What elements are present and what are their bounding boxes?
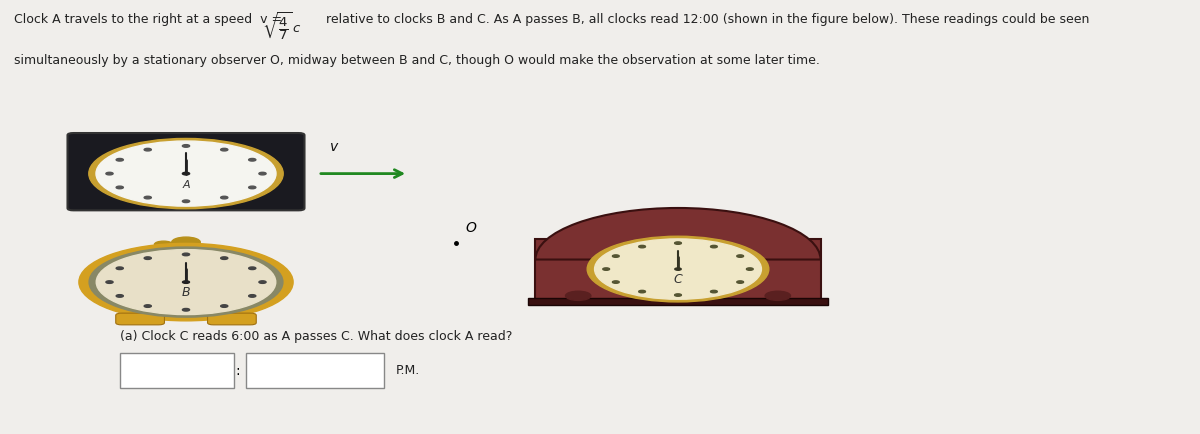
Bar bbox=[528, 299, 828, 306]
Circle shape bbox=[221, 257, 228, 260]
Circle shape bbox=[89, 138, 283, 209]
Circle shape bbox=[766, 291, 791, 300]
Text: (a) Clock C reads 6:00 as A passes C. What does clock A read?: (a) Clock C reads 6:00 as A passes C. Wh… bbox=[120, 330, 512, 343]
Circle shape bbox=[221, 196, 228, 199]
Circle shape bbox=[248, 267, 256, 270]
Circle shape bbox=[674, 294, 682, 296]
Circle shape bbox=[182, 200, 190, 203]
Circle shape bbox=[710, 245, 718, 248]
Circle shape bbox=[96, 141, 276, 206]
Text: Clock A travels to the right at a speed  v =: Clock A travels to the right at a speed … bbox=[14, 13, 287, 26]
Circle shape bbox=[602, 268, 610, 270]
Circle shape bbox=[79, 243, 293, 321]
Circle shape bbox=[182, 281, 190, 283]
Circle shape bbox=[182, 172, 190, 175]
Circle shape bbox=[116, 267, 124, 270]
Circle shape bbox=[565, 291, 590, 300]
Text: B: B bbox=[181, 286, 191, 299]
Circle shape bbox=[248, 295, 256, 297]
Circle shape bbox=[116, 158, 124, 161]
Circle shape bbox=[155, 241, 173, 248]
Circle shape bbox=[612, 281, 619, 283]
Text: P.M.: P.M. bbox=[396, 364, 420, 377]
FancyBboxPatch shape bbox=[120, 353, 234, 388]
Circle shape bbox=[116, 295, 124, 297]
Circle shape bbox=[248, 158, 256, 161]
Text: relative to clocks B and C. As A passes B, all clocks read 12:00 (shown in the f: relative to clocks B and C. As A passes … bbox=[322, 13, 1088, 26]
Circle shape bbox=[638, 290, 646, 293]
Circle shape bbox=[144, 148, 151, 151]
FancyBboxPatch shape bbox=[67, 133, 305, 210]
Text: v: v bbox=[330, 140, 338, 154]
Circle shape bbox=[221, 148, 228, 151]
Circle shape bbox=[144, 257, 151, 260]
FancyBboxPatch shape bbox=[246, 353, 384, 388]
Circle shape bbox=[710, 290, 718, 293]
Circle shape bbox=[116, 186, 124, 189]
Text: O: O bbox=[466, 221, 476, 235]
FancyBboxPatch shape bbox=[535, 239, 821, 299]
Circle shape bbox=[182, 309, 190, 311]
Circle shape bbox=[144, 305, 151, 307]
Circle shape bbox=[89, 247, 283, 317]
Circle shape bbox=[106, 172, 113, 175]
Circle shape bbox=[182, 253, 190, 256]
Circle shape bbox=[674, 268, 682, 270]
Text: A: A bbox=[182, 180, 190, 190]
Circle shape bbox=[248, 186, 256, 189]
Circle shape bbox=[674, 242, 682, 244]
Circle shape bbox=[182, 145, 190, 147]
Circle shape bbox=[612, 255, 619, 257]
Circle shape bbox=[106, 281, 113, 283]
Text: $\sqrt{\dfrac{4}{7}}\,c$: $\sqrt{\dfrac{4}{7}}\,c$ bbox=[262, 11, 301, 43]
Circle shape bbox=[638, 245, 646, 248]
Circle shape bbox=[587, 236, 769, 302]
Text: simultaneously by a stationary observer O, midway between B and C, though O woul: simultaneously by a stationary observer … bbox=[14, 54, 821, 67]
Circle shape bbox=[746, 268, 754, 270]
Text: C: C bbox=[673, 273, 683, 286]
FancyBboxPatch shape bbox=[115, 313, 164, 325]
Circle shape bbox=[96, 250, 276, 315]
Circle shape bbox=[737, 281, 744, 283]
Circle shape bbox=[737, 255, 744, 257]
Circle shape bbox=[221, 305, 228, 307]
Circle shape bbox=[259, 172, 266, 175]
Circle shape bbox=[144, 196, 151, 199]
Wedge shape bbox=[535, 208, 821, 260]
Text: :: : bbox=[235, 364, 240, 378]
Circle shape bbox=[259, 281, 266, 283]
Circle shape bbox=[172, 237, 200, 247]
FancyBboxPatch shape bbox=[208, 313, 257, 325]
Circle shape bbox=[594, 239, 762, 299]
